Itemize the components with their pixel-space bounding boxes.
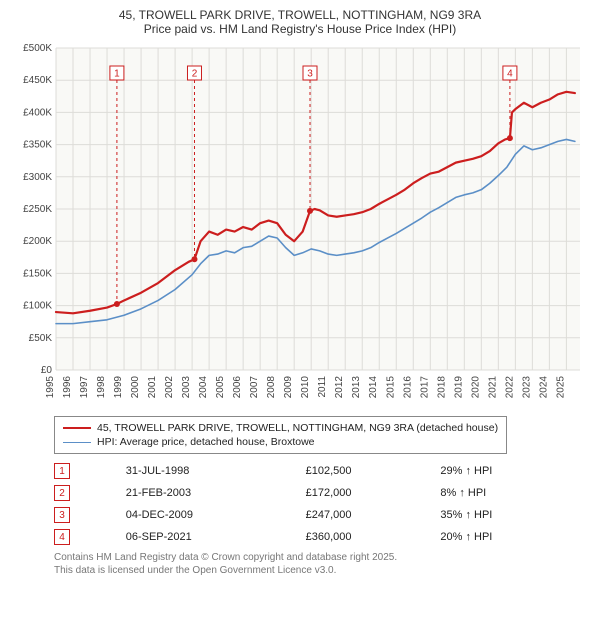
license-line2: This data is licensed under the Open Gov… <box>54 565 588 578</box>
svg-text:2023: 2023 <box>521 376 532 399</box>
table-row: 4 06-SEP-2021£360,00020% ↑ HPI <box>54 526 588 548</box>
legend-swatch <box>63 427 91 429</box>
svg-text:2017: 2017 <box>419 376 430 399</box>
chart-title: 45, TROWELL PARK DRIVE, TROWELL, NOTTING… <box>12 8 588 36</box>
svg-text:£450K: £450K <box>23 75 52 86</box>
svg-text:2018: 2018 <box>436 376 447 399</box>
legend-label: 45, TROWELL PARK DRIVE, TROWELL, NOTTING… <box>97 422 498 434</box>
svg-text:2: 2 <box>192 69 198 80</box>
legend-swatch <box>63 442 91 443</box>
table-row: 1 31-JUL-1998£102,50029% ↑ HPI <box>54 460 588 482</box>
chart-plot-area: £0 £50K £100K £150K £200K £250K £300K £350K £400… <box>12 40 588 410</box>
marker-date: 06-SEP-2021 <box>126 526 306 548</box>
license-line1: Contains HM Land Registry data © Crown c… <box>54 552 588 565</box>
table-row: 3 04-DEC-2009£247,00035% ↑ HPI <box>54 504 588 526</box>
legend-label: HPI: Average price, detached house, Brox… <box>97 436 315 448</box>
license-text: Contains HM Land Registry data © Crown c… <box>54 552 588 577</box>
marker-index-box: 4 <box>54 529 70 545</box>
line-chart-svg: £0 £50K £100K £150K £200K £250K £300K £350K £400… <box>12 40 588 410</box>
marker-date: 04-DEC-2009 <box>126 504 306 526</box>
marker-data-table: 1 31-JUL-1998£102,50029% ↑ HPI 2 21-FEB-200… <box>54 460 588 548</box>
svg-text:2014: 2014 <box>368 376 379 399</box>
svg-text:2020: 2020 <box>470 376 481 399</box>
marker-index-box: 3 <box>54 507 70 523</box>
svg-text:2025: 2025 <box>555 376 566 399</box>
svg-text:2015: 2015 <box>385 376 396 399</box>
title-address: 45, TROWELL PARK DRIVE, TROWELL, NOTTING… <box>12 8 588 22</box>
svg-text:£300K: £300K <box>23 172 52 183</box>
marker-price: £102,500 <box>306 460 441 482</box>
svg-text:2012: 2012 <box>334 376 345 399</box>
svg-text:2005: 2005 <box>215 376 226 399</box>
svg-text:£50K: £50K <box>29 333 53 344</box>
svg-text:2004: 2004 <box>198 376 209 399</box>
svg-text:1997: 1997 <box>79 376 90 399</box>
svg-text:£100K: £100K <box>23 301 52 312</box>
marker-date: 21-FEB-2003 <box>126 482 306 504</box>
marker-diff: 29% ↑ HPI <box>440 460 588 482</box>
svg-text:£400K: £400K <box>23 107 52 118</box>
svg-text:2013: 2013 <box>351 376 362 399</box>
svg-text:1999: 1999 <box>113 376 124 399</box>
legend-item: HPI: Average price, detached house, Brox… <box>63 435 498 449</box>
legend: 45, TROWELL PARK DRIVE, TROWELL, NOTTING… <box>54 416 507 454</box>
marker-price: £247,000 <box>306 504 441 526</box>
svg-text:£150K: £150K <box>23 268 52 279</box>
svg-text:4: 4 <box>507 69 513 80</box>
svg-text:£250K: £250K <box>23 204 52 215</box>
table-row: 2 21-FEB-2003£172,0008% ↑ HPI <box>54 482 588 504</box>
svg-text:£350K: £350K <box>23 140 52 151</box>
svg-text:2016: 2016 <box>402 376 413 399</box>
svg-text:2019: 2019 <box>453 376 464 399</box>
chart-container: 45, TROWELL PARK DRIVE, TROWELL, NOTTING… <box>0 0 600 620</box>
marker-diff: 20% ↑ HPI <box>440 526 588 548</box>
svg-text:1998: 1998 <box>96 376 107 399</box>
legend-item: 45, TROWELL PARK DRIVE, TROWELL, NOTTING… <box>63 421 498 435</box>
marker-price: £360,000 <box>306 526 441 548</box>
svg-text:2000: 2000 <box>130 376 141 399</box>
svg-text:1996: 1996 <box>62 376 73 399</box>
marker-index-box: 1 <box>54 463 70 479</box>
svg-text:2011: 2011 <box>317 376 328 398</box>
svg-text:2021: 2021 <box>487 376 498 399</box>
svg-text:2022: 2022 <box>504 376 515 399</box>
marker-price: £172,000 <box>306 482 441 504</box>
svg-text:1995: 1995 <box>45 376 56 399</box>
svg-text:2001: 2001 <box>147 376 158 399</box>
svg-text:£200K: £200K <box>23 236 52 247</box>
svg-text:2008: 2008 <box>266 376 277 399</box>
svg-text:2007: 2007 <box>249 376 260 399</box>
marker-diff: 8% ↑ HPI <box>440 482 588 504</box>
svg-text:2002: 2002 <box>164 376 175 399</box>
svg-text:£500K: £500K <box>23 43 52 54</box>
svg-text:1: 1 <box>114 69 120 80</box>
marker-index-box: 2 <box>54 485 70 501</box>
title-subtitle: Price paid vs. HM Land Registry's House … <box>12 22 588 36</box>
svg-text:2006: 2006 <box>232 376 243 399</box>
svg-text:3: 3 <box>307 69 313 80</box>
marker-diff: 35% ↑ HPI <box>440 504 588 526</box>
svg-text:2010: 2010 <box>300 376 311 399</box>
svg-text:£0: £0 <box>41 365 53 376</box>
svg-text:2009: 2009 <box>283 376 294 399</box>
svg-text:2024: 2024 <box>538 376 549 399</box>
marker-date: 31-JUL-1998 <box>126 460 306 482</box>
svg-text:2003: 2003 <box>181 376 192 399</box>
